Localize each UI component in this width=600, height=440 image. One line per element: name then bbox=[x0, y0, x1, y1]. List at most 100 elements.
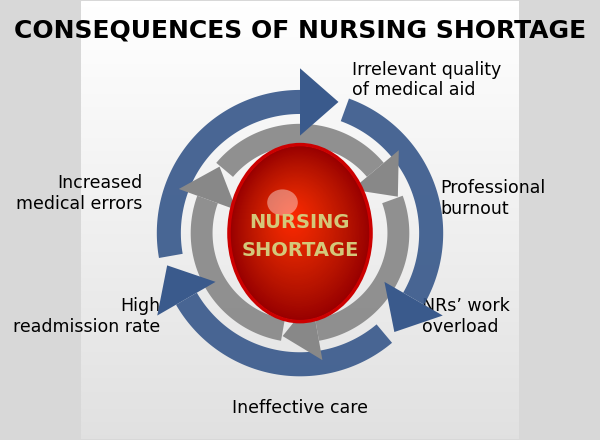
Bar bbox=[82, 216, 518, 220]
Ellipse shape bbox=[233, 149, 366, 315]
Ellipse shape bbox=[274, 196, 314, 246]
Bar bbox=[82, 28, 518, 32]
Ellipse shape bbox=[238, 155, 359, 307]
Bar bbox=[82, 242, 518, 246]
Bar bbox=[82, 351, 518, 356]
Ellipse shape bbox=[285, 209, 299, 226]
Bar bbox=[82, 425, 518, 430]
Ellipse shape bbox=[253, 171, 341, 282]
Ellipse shape bbox=[250, 168, 345, 287]
Polygon shape bbox=[300, 68, 338, 136]
Bar bbox=[82, 233, 518, 238]
Bar bbox=[82, 220, 518, 224]
Ellipse shape bbox=[257, 177, 335, 273]
Ellipse shape bbox=[232, 148, 367, 317]
Bar bbox=[82, 80, 518, 84]
Bar bbox=[82, 58, 518, 62]
Ellipse shape bbox=[248, 167, 346, 289]
Polygon shape bbox=[157, 265, 215, 315]
Bar bbox=[82, 132, 518, 137]
Bar bbox=[82, 434, 518, 439]
Polygon shape bbox=[315, 196, 409, 341]
Bar bbox=[82, 137, 518, 141]
Text: Professional
burnout: Professional burnout bbox=[440, 179, 545, 217]
Bar bbox=[82, 290, 518, 294]
Bar bbox=[82, 189, 518, 194]
Ellipse shape bbox=[262, 182, 329, 266]
Bar bbox=[82, 124, 518, 128]
Ellipse shape bbox=[251, 170, 343, 284]
Bar bbox=[82, 299, 518, 303]
Bar bbox=[82, 76, 518, 80]
Bar bbox=[82, 54, 518, 58]
Bar bbox=[82, 198, 518, 202]
Ellipse shape bbox=[250, 169, 344, 286]
Ellipse shape bbox=[244, 161, 353, 298]
Polygon shape bbox=[157, 90, 300, 258]
Ellipse shape bbox=[264, 184, 326, 263]
Bar bbox=[82, 378, 518, 382]
Ellipse shape bbox=[270, 191, 319, 253]
Bar bbox=[82, 176, 518, 181]
Ellipse shape bbox=[278, 201, 308, 238]
Bar bbox=[82, 417, 518, 421]
Bar bbox=[82, 281, 518, 286]
Bar bbox=[82, 272, 518, 277]
Ellipse shape bbox=[281, 204, 304, 233]
Text: CONSEQUENCES OF NURSING SHORTAGE: CONSEQUENCES OF NURSING SHORTAGE bbox=[14, 19, 586, 43]
Ellipse shape bbox=[288, 212, 295, 221]
Bar bbox=[82, 62, 518, 67]
Bar bbox=[82, 150, 518, 154]
Bar bbox=[82, 207, 518, 211]
Ellipse shape bbox=[284, 208, 301, 228]
Bar bbox=[82, 238, 518, 242]
Bar bbox=[82, 386, 518, 391]
Bar bbox=[82, 19, 518, 23]
Bar bbox=[82, 98, 518, 102]
Ellipse shape bbox=[275, 197, 312, 244]
Bar bbox=[82, 93, 518, 98]
Ellipse shape bbox=[240, 158, 357, 303]
Polygon shape bbox=[216, 124, 384, 177]
Ellipse shape bbox=[235, 151, 364, 312]
Bar bbox=[82, 430, 518, 434]
Ellipse shape bbox=[277, 199, 310, 240]
Bar bbox=[82, 49, 518, 54]
Ellipse shape bbox=[254, 174, 338, 279]
Ellipse shape bbox=[239, 156, 358, 305]
Bar bbox=[82, 347, 518, 351]
Bar bbox=[82, 308, 518, 312]
Bar bbox=[82, 10, 518, 15]
Bar bbox=[82, 15, 518, 19]
Bar bbox=[82, 334, 518, 338]
Ellipse shape bbox=[272, 194, 316, 249]
Bar bbox=[82, 246, 518, 251]
Polygon shape bbox=[385, 282, 443, 332]
Bar bbox=[82, 119, 518, 124]
Bar bbox=[82, 41, 518, 45]
Text: Ineffective care: Ineffective care bbox=[232, 399, 368, 417]
Ellipse shape bbox=[269, 190, 320, 254]
Bar bbox=[82, 194, 518, 198]
Bar bbox=[82, 23, 518, 28]
Ellipse shape bbox=[241, 158, 356, 301]
Ellipse shape bbox=[231, 147, 368, 319]
Bar bbox=[82, 211, 518, 216]
Ellipse shape bbox=[263, 183, 328, 264]
Bar bbox=[82, 67, 518, 71]
Text: SHORTAGE: SHORTAGE bbox=[241, 241, 359, 260]
Bar bbox=[82, 342, 518, 347]
Bar bbox=[82, 412, 518, 417]
Bar bbox=[82, 364, 518, 369]
Bar bbox=[82, 6, 518, 10]
Ellipse shape bbox=[260, 180, 332, 270]
Ellipse shape bbox=[266, 187, 324, 259]
Text: NRs’ work
overload: NRs’ work overload bbox=[422, 297, 510, 336]
Ellipse shape bbox=[236, 153, 362, 310]
Text: High
readmission rate: High readmission rate bbox=[13, 297, 160, 336]
Bar bbox=[82, 37, 518, 41]
Bar bbox=[82, 321, 518, 325]
Ellipse shape bbox=[273, 194, 315, 247]
Bar bbox=[82, 172, 518, 176]
Bar bbox=[82, 185, 518, 189]
